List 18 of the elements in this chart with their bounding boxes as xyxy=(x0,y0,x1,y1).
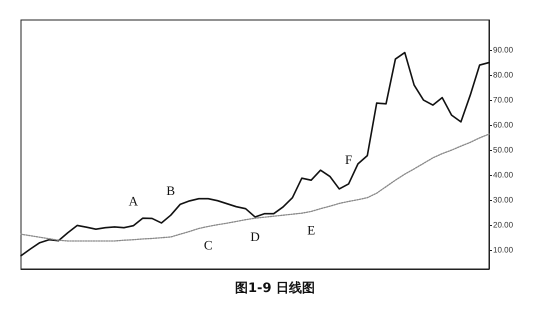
line-series xyxy=(20,133,490,242)
y-tick-label: 10.00 xyxy=(493,246,514,255)
y-tick-label: 40.00 xyxy=(493,170,514,180)
data-label: D xyxy=(250,229,260,244)
data-label: F xyxy=(344,152,352,167)
data-label: A xyxy=(128,194,139,209)
data-label: B xyxy=(166,183,176,198)
text: 图1-9 日线图 xyxy=(234,281,316,296)
y-tick-label: 60.00 xyxy=(493,120,514,130)
data-label: E xyxy=(307,222,316,238)
y-tick-label: 80.00 xyxy=(493,70,514,80)
y-tick-label: 30.00 xyxy=(493,196,514,205)
data-label: C xyxy=(204,237,213,252)
y-tick-label: 20.00 xyxy=(493,220,514,230)
y-tick-label: 70.00 xyxy=(493,96,514,105)
y-tick-label: 50.00 xyxy=(493,146,514,155)
y-tick-label: 90.00 xyxy=(493,46,514,55)
line-series xyxy=(20,52,490,257)
